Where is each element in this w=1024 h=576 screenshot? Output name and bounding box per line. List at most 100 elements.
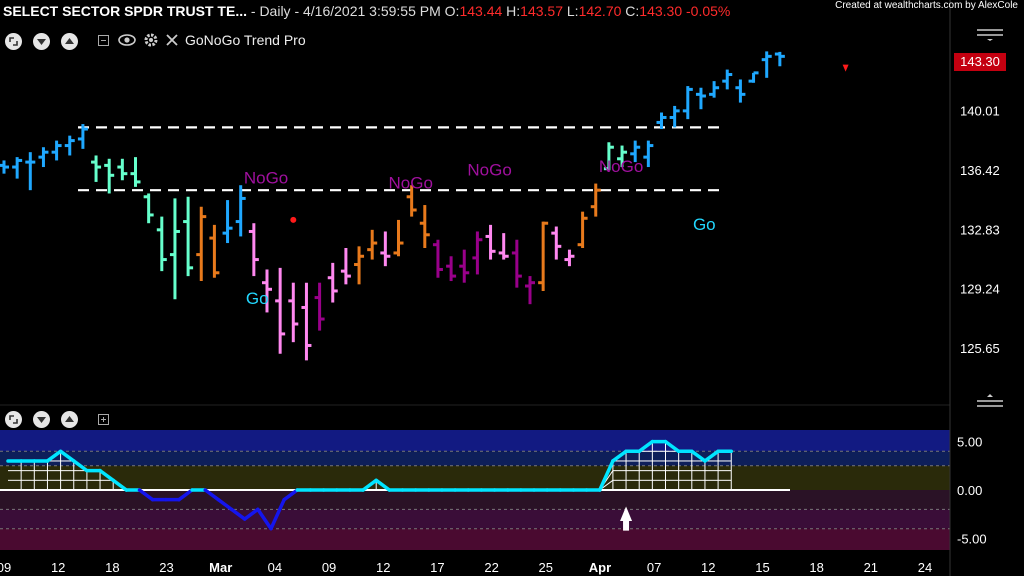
oscillator-band: [0, 430, 950, 452]
oscillator-segment: [111, 478, 129, 492]
eye-icon[interactable]: [118, 33, 138, 52]
indicator-name: GoNoGo Trend Pro: [185, 32, 306, 48]
high-value: 143.57: [520, 3, 563, 19]
oscillator-segment: [637, 439, 655, 454]
add-panel-icon[interactable]: [98, 413, 110, 431]
expand-icon[interactable]: [5, 411, 22, 428]
collapse-icon[interactable]: [98, 34, 110, 52]
ohlc-bar: [432, 239, 443, 278]
ohlc-bar: [748, 71, 759, 83]
date-axis: 09 12 18 23 Mar 04 09 12 17 22 25 Apr 07 12 15 18 21 24: [0, 560, 932, 575]
oscillator-tick-label: -5.00: [957, 531, 987, 546]
ohlc-bar: [603, 142, 614, 171]
chevron-down-icon[interactable]: [33, 33, 50, 50]
ohlc-bar: [367, 229, 378, 260]
date-tick-label: 25: [539, 560, 553, 575]
chevron-up-icon[interactable]: [61, 33, 78, 50]
ohlc-bar: [183, 196, 194, 277]
oscillator-axis: 5.00 0.00 -5.00: [957, 435, 987, 547]
symbol-name: SELECT SECTOR SPDR TRUST TE...: [3, 3, 247, 19]
go-label: Go: [246, 289, 269, 308]
oscillator-segment: [663, 439, 681, 454]
oscillator-segment: [137, 488, 155, 502]
price-axis: 125.65 129.24 132.83 136.42 140.01: [960, 104, 1000, 356]
ohlc-bar: [722, 69, 733, 90]
ohlc-bar: [393, 219, 404, 257]
date-tick-label: Apr: [589, 560, 611, 575]
ohlc-bar: [288, 282, 299, 343]
ohlc-bar: [472, 231, 483, 275]
ohlc-bar: [577, 211, 588, 248]
ohlc-bar: [643, 140, 654, 168]
ohlc-bar: [695, 87, 706, 110]
date-tick-label: 12: [51, 560, 65, 575]
change-percent: -0.05%: [686, 3, 731, 19]
close-icon[interactable]: [165, 33, 179, 52]
ohlc-bar: [169, 198, 180, 300]
last-price-tag: 143.30: [954, 53, 1006, 71]
chevron-up-icon[interactable]: [61, 411, 78, 428]
ohlc-bar: [77, 124, 88, 149]
ohlc-bar: [590, 183, 601, 217]
ohlc-bar: [51, 140, 62, 161]
ohlc-bar: [617, 145, 628, 168]
ohlc-bar: [262, 269, 272, 313]
chevron-down-icon[interactable]: [33, 411, 50, 428]
price-bars: [0, 51, 785, 361]
ohlc-bar: [630, 140, 641, 163]
oscillator-band: [0, 465, 950, 490]
ohlc-bar: [117, 158, 128, 181]
ohlc-bar: [248, 223, 259, 277]
low-value: 142.70: [578, 3, 622, 19]
oscillator-segment: [690, 449, 707, 463]
ohlc-bar: [709, 81, 720, 98]
date-tick-label: 18: [105, 560, 119, 575]
ohlc-bar: [774, 51, 785, 67]
signal-triangle: [842, 64, 849, 72]
price-tick-label: 132.83: [960, 222, 1000, 237]
date-tick-label: 15: [755, 560, 769, 575]
ohlc-bar: [564, 249, 575, 267]
ohlc-bar: [406, 185, 417, 217]
ohlc-bar: [682, 86, 693, 120]
ohlc-bar: [25, 152, 36, 191]
oscillator-segment: [242, 507, 260, 521]
date-tick-label: 09: [322, 560, 336, 575]
ohlc-bar: [761, 51, 772, 78]
oscillator-tick-label: 0.00: [957, 483, 982, 498]
ohlc-bar: [551, 226, 562, 260]
credit-text: Created at wealthcharts.com by AlexCole: [835, 0, 1018, 11]
ohlc-bar: [38, 147, 49, 168]
open-label: O:: [444, 3, 460, 19]
date-tick-label: 17: [430, 560, 444, 575]
ohlc-bar: [419, 205, 430, 248]
menu-icon[interactable]: [975, 393, 1005, 414]
expand-icon[interactable]: [5, 33, 22, 50]
date-tick-label: 21: [864, 560, 878, 575]
gear-icon[interactable]: [143, 32, 159, 53]
ohlc-bar: [91, 155, 102, 182]
date-tick-label: Mar: [209, 560, 232, 575]
ohlc-bar: [669, 105, 680, 128]
menu-icon[interactable]: [975, 27, 1005, 46]
ohlc-bar: [735, 79, 746, 103]
oscillator-segment: [361, 478, 378, 492]
ohlc-bar: [196, 206, 207, 282]
ohlc-bar: [446, 256, 457, 282]
oscillator-segment: [611, 449, 628, 463]
open-value: 143.44: [459, 3, 503, 19]
ohlc-bar: [209, 224, 220, 278]
ohlc-bar: [0, 160, 9, 174]
date-tick-label: 12: [701, 560, 715, 575]
ohlc-bar: [301, 282, 312, 361]
oscillator-segment: [177, 488, 194, 502]
high-label: H:: [506, 3, 521, 19]
signal-dot: [290, 216, 297, 223]
date-tick-label: 23: [159, 560, 173, 575]
trend-annotations: NoGo NoGo NoGo NoGo Go Go: [244, 64, 849, 308]
ohlc-bar: [525, 276, 535, 305]
oscillator-segment: [282, 488, 300, 502]
oscillator-segment: [98, 468, 115, 483]
ohlc-bar: [459, 249, 470, 283]
date-tick-label: 07: [647, 560, 661, 575]
